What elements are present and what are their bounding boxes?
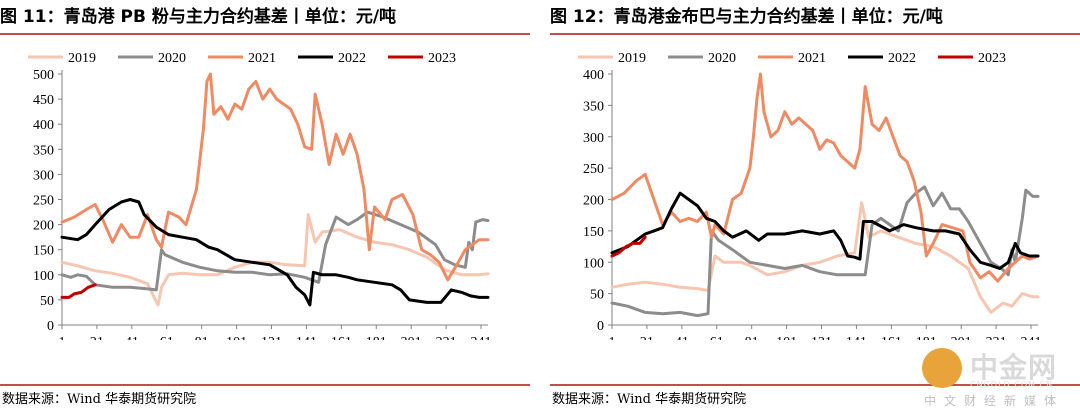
x-tick-label: 101 <box>226 335 247 340</box>
x-tick-label: 1 <box>609 335 616 340</box>
legend-label-2022: 2022 <box>888 51 916 66</box>
legend-label-2020: 2020 <box>708 51 736 66</box>
x-tick-label: 81 <box>195 335 209 340</box>
y-tick-label: 400 <box>583 68 604 83</box>
x-tick-label: 1 <box>59 335 66 340</box>
x-tick-label: 241 <box>1021 335 1042 340</box>
y-tick-label: 150 <box>583 225 604 240</box>
series-line-2021 <box>60 72 490 282</box>
y-tick-label: 250 <box>33 194 54 209</box>
title-divider <box>550 33 1080 35</box>
legend: 2019 2020 2021 2022 2023 <box>28 51 456 66</box>
x-tick-label: 241 <box>471 335 492 340</box>
source-divider <box>550 384 1080 386</box>
basis-chart-pb: 2019 2020 2021 2022 2023 0 50 100 150 200 250 300 35… <box>28 51 492 340</box>
legend-label-2019: 2019 <box>618 51 646 66</box>
series-line-2019 <box>60 213 490 307</box>
series-line-2023 <box>60 283 97 299</box>
y-tick-label: 50 <box>590 288 604 303</box>
x-tick-label: 221 <box>986 335 1007 340</box>
title-divider <box>0 33 530 35</box>
legend-label-2021: 2021 <box>248 51 276 66</box>
chart-title: 图 11：青岛港 PB 粉与主力合约基差丨单位：元/吨 <box>0 7 397 27</box>
y-tick-label: 100 <box>583 256 604 271</box>
legend-label-2020: 2020 <box>158 51 186 66</box>
x-tick-label: 41 <box>125 335 139 340</box>
legend-label-2022: 2022 <box>338 51 366 66</box>
legend-label-2021: 2021 <box>798 51 826 66</box>
y-tick-label: 200 <box>33 219 54 234</box>
y-tick-label: 50 <box>40 294 54 309</box>
series-line-2021 <box>610 72 1040 283</box>
y-tick-label: 0 <box>597 319 604 334</box>
watermark-slogan: 中文财经新媒体 <box>924 394 1065 408</box>
x-tick-label: 181 <box>916 335 937 340</box>
x-tick-label: 181 <box>366 335 387 340</box>
x-tick-label: 81 <box>745 335 759 340</box>
chart-panel-pb: 图 11：青岛港 PB 粉与主力合约基差丨单位：元/吨 2019 2020 2021… <box>0 0 530 415</box>
watermark-name: 中金网 <box>970 351 1058 384</box>
x-tick-label: 121 <box>811 335 832 340</box>
y-tick-label: 250 <box>583 162 604 177</box>
x-tick-label: 141 <box>296 335 317 340</box>
series-line-2022 <box>60 198 490 307</box>
y-tick-label: 300 <box>583 131 604 146</box>
x-tick-label: 201 <box>951 335 972 340</box>
x-tick-label: 141 <box>846 335 867 340</box>
source-divider <box>0 384 530 386</box>
y-tick-label: 100 <box>33 269 54 284</box>
x-tick-label: 61 <box>160 335 174 340</box>
y-tick-label: 200 <box>583 194 604 209</box>
y-tick-label: 150 <box>33 244 54 259</box>
watermark-url: CNGOLD.COM.CN <box>970 380 1054 389</box>
site-watermark: 中金网 CNGOLD.COM.CN 中文财经新媒体 <box>918 344 1078 412</box>
legend-label-2019: 2019 <box>68 51 96 66</box>
x-tick-label: 21 <box>90 335 104 340</box>
x-tick-label: 21 <box>640 335 654 340</box>
basis-chart-jimblebar: 2019 2020 2021 2022 2023 0 50 100 150 200 250 300 35… <box>578 51 1042 340</box>
source-note: 数据来源：Wind 华泰期货研究院 <box>2 392 197 407</box>
series-line-2023 <box>610 235 647 258</box>
chart-title: 图 12：青岛港金布巴与主力合约基差丨单位：元/吨 <box>550 7 943 27</box>
x-tick-label: 221 <box>436 335 457 340</box>
source-note: 数据来源：Wind 华泰期货研究院 <box>552 392 747 407</box>
y-tick-label: 400 <box>33 118 54 133</box>
x-tick-label: 61 <box>710 335 724 340</box>
y-tick-label: 350 <box>33 143 54 158</box>
y-tick-label: 350 <box>583 99 604 114</box>
y-tick-label: 0 <box>47 319 54 334</box>
y-tick-label: 450 <box>33 93 54 108</box>
chart-panel-jimblebar: 图 12：青岛港金布巴与主力合约基差丨单位：元/吨 2019 2020 2021 20… <box>550 0 1080 415</box>
series-line-2022 <box>610 191 1040 270</box>
x-tick-label: 121 <box>261 335 282 340</box>
y-tick-label: 300 <box>33 168 54 183</box>
y-tick-label: 500 <box>33 68 54 83</box>
x-tick-label: 41 <box>675 335 689 340</box>
watermark-logo-icon <box>922 348 962 388</box>
x-tick-label: 161 <box>881 335 902 340</box>
legend-label-2023: 2023 <box>978 51 1006 66</box>
legend: 2019 2020 2021 2022 2023 <box>578 51 1006 66</box>
x-tick-label: 201 <box>401 335 422 340</box>
series-line-2020 <box>60 210 490 292</box>
series-line-2020 <box>610 185 1040 318</box>
x-tick-label: 101 <box>776 335 797 340</box>
x-tick-label: 161 <box>331 335 352 340</box>
legend-label-2023: 2023 <box>428 51 456 66</box>
